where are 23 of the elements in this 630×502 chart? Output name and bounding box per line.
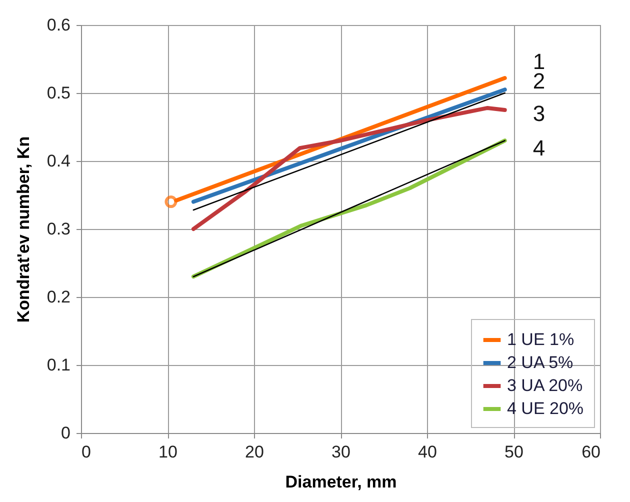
legend-label: 1 UE 1% [507,330,574,349]
x-tick-label: 50 [504,442,524,462]
y-tick-label: 0.5 [46,84,70,102]
line-series [191,106,507,231]
x-tick-label: 60 [582,442,600,462]
annotation: 3 [532,101,546,126]
x-tick-label: 0 [82,442,91,462]
x-tick-label: 40 [418,442,437,462]
y-tick-label: 0.2 [46,288,70,306]
legend-label: 2 UA 5% [507,353,574,372]
y-tick-label: 0.4 [46,152,70,170]
legend-label: 3 UA 20% [507,376,583,395]
x-axis-title: Diameter, mm [285,472,397,492]
annotation: 4 [532,136,546,161]
x-tick-label: 30 [332,442,350,462]
y-tick-label: 0.3 [46,220,70,238]
y-axis-title: Kondrat'ev number, Kn [14,136,33,323]
legend-label: 4 UE 20% [507,399,584,418]
x-tick-label: 10 [158,442,178,462]
y-tick-label: 0.1 [46,356,70,374]
y-tick-label: 0 [61,424,70,442]
x-tick-label: 20 [245,442,264,462]
y-tick-label: 0.6 [46,16,70,34]
